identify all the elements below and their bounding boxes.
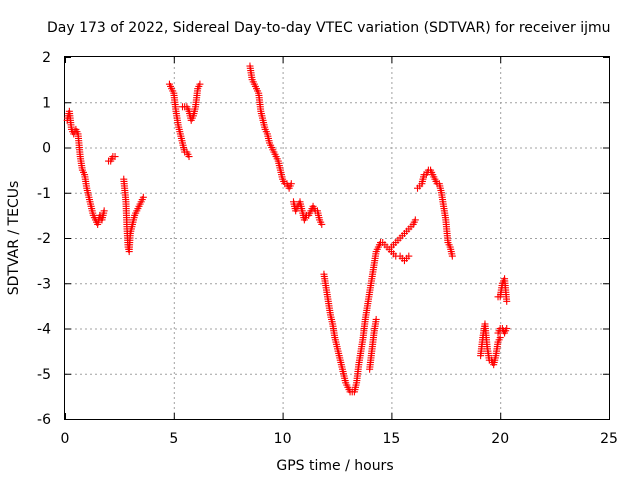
y-tick-label: -1 <box>37 186 51 202</box>
data-point <box>100 207 108 215</box>
data-point <box>139 193 147 201</box>
y-tick-label: 2 <box>42 50 51 66</box>
tick-layer <box>65 57 610 420</box>
data-point <box>405 252 413 260</box>
data-point <box>185 153 193 161</box>
data-point <box>372 315 380 323</box>
data-point <box>503 325 511 332</box>
data-point <box>196 80 204 88</box>
x-tick-label: 25 <box>600 431 618 447</box>
x-tick-label: 15 <box>382 431 400 447</box>
x-tick-label: 10 <box>274 431 292 447</box>
chart-title: Day 173 of 2022, Sidereal Day-to-day VTE… <box>47 20 611 36</box>
data-point <box>111 153 119 161</box>
y-tick-label: -3 <box>37 276 51 292</box>
data-point <box>411 216 419 224</box>
y-tick-label: 0 <box>42 141 51 157</box>
data-point <box>287 180 295 188</box>
y-tick-label: -4 <box>37 322 51 338</box>
data-point <box>503 297 511 305</box>
y-tick-label: -2 <box>37 231 51 247</box>
plot-frame <box>64 56 610 420</box>
x-tick-label: 20 <box>491 431 509 447</box>
y-tick-label: -6 <box>37 412 51 428</box>
x-tick-label: 0 <box>61 431 70 447</box>
data-point <box>496 334 504 342</box>
x-axis-title: GPS time / hours <box>276 458 393 474</box>
y-tick-label: 1 <box>42 95 51 111</box>
data-point-layer <box>63 62 511 396</box>
y-axis-title: SDTVAR / TECUs <box>6 181 22 296</box>
y-tick-label: -5 <box>37 367 51 383</box>
data-point <box>318 220 326 228</box>
data-point <box>448 252 456 260</box>
x-tick-label: 5 <box>169 431 178 447</box>
grid-layer <box>65 57 609 419</box>
